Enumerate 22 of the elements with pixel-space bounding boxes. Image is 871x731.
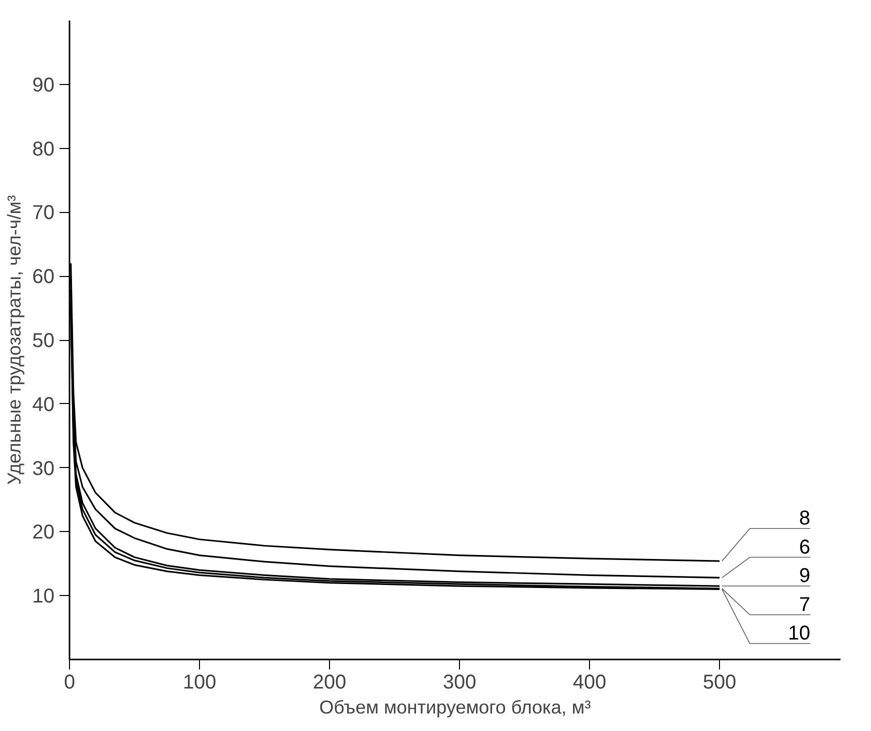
text: 7 [799,594,810,616]
y-tick-label: 20 [32,522,55,544]
x-tick-label: 500 [702,672,736,694]
y-tick-label: 80 [32,138,55,160]
y-tick-label: 50 [32,330,55,352]
x-tick-label: 300 [442,672,476,694]
x-tick-label: 400 [572,672,606,694]
y-tick-label: 60 [32,266,55,288]
y-tick-label: 40 [32,394,55,416]
x-tick-label: 200 [312,672,346,694]
text: 9 [799,565,810,588]
y-tick-label: 90 [32,74,55,96]
text: 6 [799,536,810,558]
text: 8 [799,508,810,530]
y-tick-label: 70 [32,202,55,224]
x-tick-label: 100 [182,672,216,694]
y-tick-label: 10 [32,586,55,608]
y-axis-title: Удельные трудозатраты, чел-ч/м³ [3,195,24,485]
y-tick-label: 30 [32,458,55,480]
text: 10 [788,622,810,645]
x-tick-label: 0 [64,672,76,694]
x-axis-title: Объем монтируемого блока, м³ [319,696,591,718]
